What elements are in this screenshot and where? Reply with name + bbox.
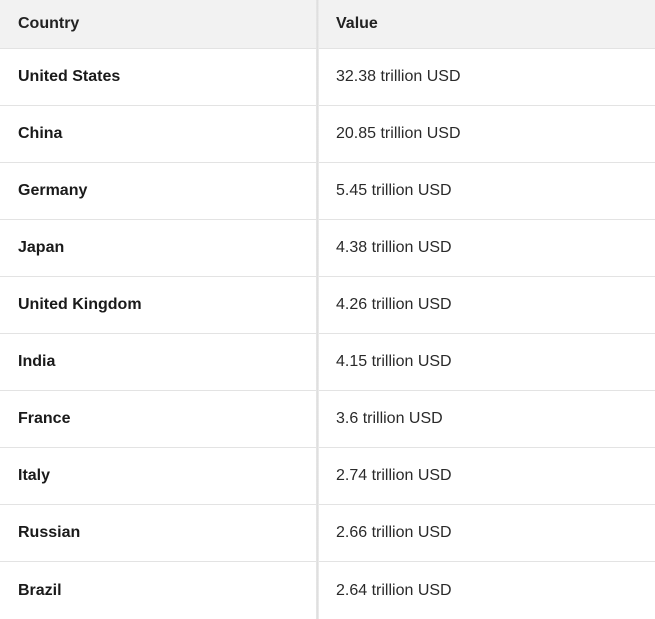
country-cell: China: [18, 125, 63, 142]
table-row: Russian 2.66 trillion USD: [0, 505, 655, 562]
country-cell: Japan: [18, 239, 65, 256]
value-cell: 5.45 trillion USD: [336, 182, 452, 199]
table-row: Japan 4.38 trillion USD: [0, 220, 655, 277]
country-cell: France: [18, 410, 71, 427]
country-cell: Italy: [18, 467, 51, 484]
country-cell: Germany: [18, 182, 88, 199]
value-cell: 4.38 trillion USD: [336, 239, 452, 256]
value-cell: 2.64 trillion USD: [336, 581, 452, 599]
table-row: Brazil 2.64 trillion USD: [0, 562, 655, 619]
country-cell: Russian: [18, 524, 81, 541]
value-cell: 4.26 trillion USD: [336, 296, 452, 313]
value-cell: 2.66 trillion USD: [336, 524, 452, 541]
value-cell: 20.85 trillion USD: [336, 125, 461, 142]
country-cell: Brazil: [18, 581, 62, 599]
column-header-country[interactable]: Country: [18, 15, 80, 32]
table-row: India 4.15 trillion USD: [0, 334, 655, 391]
table-header-row: Country Value: [0, 0, 655, 49]
value-cell: 4.15 trillion USD: [336, 353, 452, 370]
table-row: Italy 2.74 trillion USD: [0, 448, 655, 505]
table-body: United States 32.38 trillion USD China 2…: [0, 49, 655, 619]
table-row: United States 32.38 trillion USD: [0, 49, 655, 106]
table-row: United Kingdom 4.26 trillion USD: [0, 277, 655, 334]
value-cell: 3.6 trillion USD: [336, 410, 443, 427]
table-row: France 3.6 trillion USD: [0, 391, 655, 448]
value-cell: 2.74 trillion USD: [336, 467, 452, 484]
country-cell: United Kingdom: [18, 296, 142, 313]
table-row: China 20.85 trillion USD: [0, 106, 655, 163]
country-cell: India: [18, 353, 56, 370]
table-row: Germany 5.45 trillion USD: [0, 163, 655, 220]
column-header-value[interactable]: Value: [336, 15, 378, 32]
country-cell: United States: [18, 68, 121, 85]
value-cell: 32.38 trillion USD: [336, 68, 461, 85]
